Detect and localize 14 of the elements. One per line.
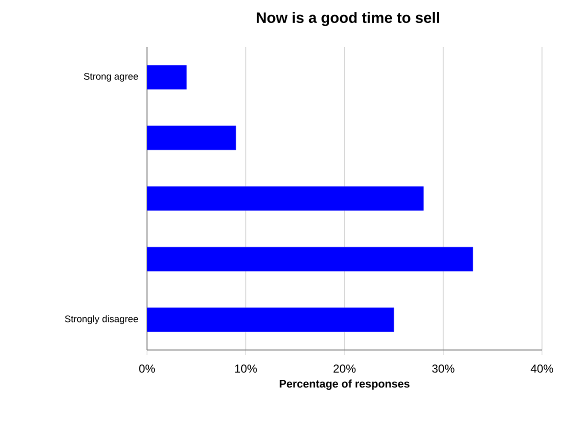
bar [147,65,187,90]
x-tick-label: 0% [139,364,155,373]
bar [147,246,474,272]
bar [147,126,236,150]
x-tick-label: 30% [432,364,454,373]
x-axis-title: Percentage of responses [280,380,410,390]
y-tick-label: Strongly disagree [64,315,138,324]
bar [147,308,394,332]
x-tick-label: 20% [334,364,356,373]
x-tick-label: 40% [530,364,554,373]
chart-title: Now is a good time to sell [256,12,440,26]
x-tick-label: 10% [235,364,257,373]
bar [147,186,424,211]
y-tick-label: Strong agree [84,73,138,82]
